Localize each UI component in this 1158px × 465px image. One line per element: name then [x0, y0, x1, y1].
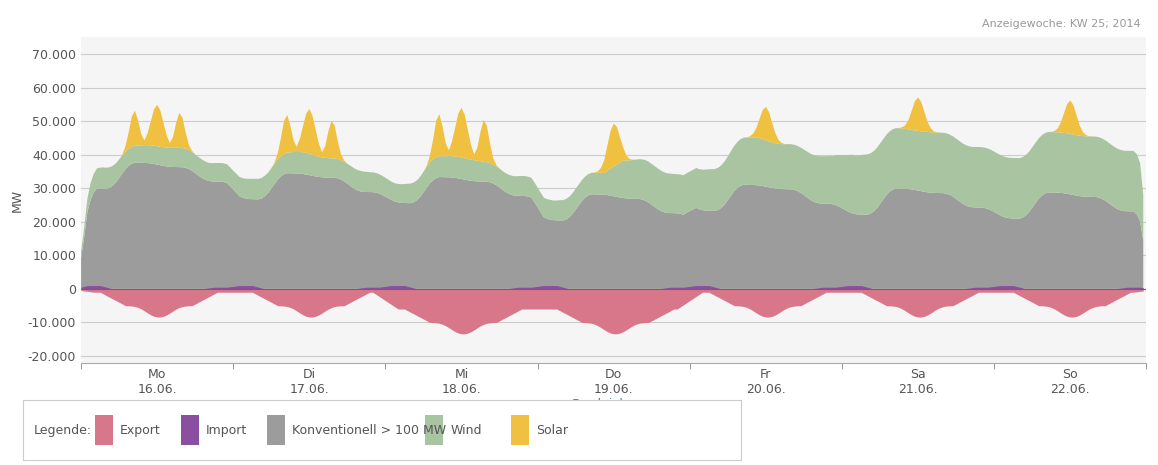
FancyBboxPatch shape	[512, 415, 529, 445]
FancyBboxPatch shape	[181, 415, 199, 445]
Y-axis label: MW: MW	[10, 188, 23, 212]
FancyBboxPatch shape	[425, 415, 444, 445]
Text: Anzeigewoche: KW 25; 2014: Anzeigewoche: KW 25; 2014	[982, 19, 1141, 29]
Text: Konventionell > 100 MW: Konventionell > 100 MW	[292, 424, 447, 437]
FancyBboxPatch shape	[267, 415, 285, 445]
Text: Wind: Wind	[450, 424, 482, 437]
Text: Solar: Solar	[536, 424, 569, 437]
FancyBboxPatch shape	[95, 415, 113, 445]
Text: Export: Export	[120, 424, 161, 437]
Text: Legende:: Legende:	[34, 424, 91, 437]
Text: Import: Import	[206, 424, 248, 437]
X-axis label: Fronleichnam: Fronleichnam	[572, 399, 655, 412]
